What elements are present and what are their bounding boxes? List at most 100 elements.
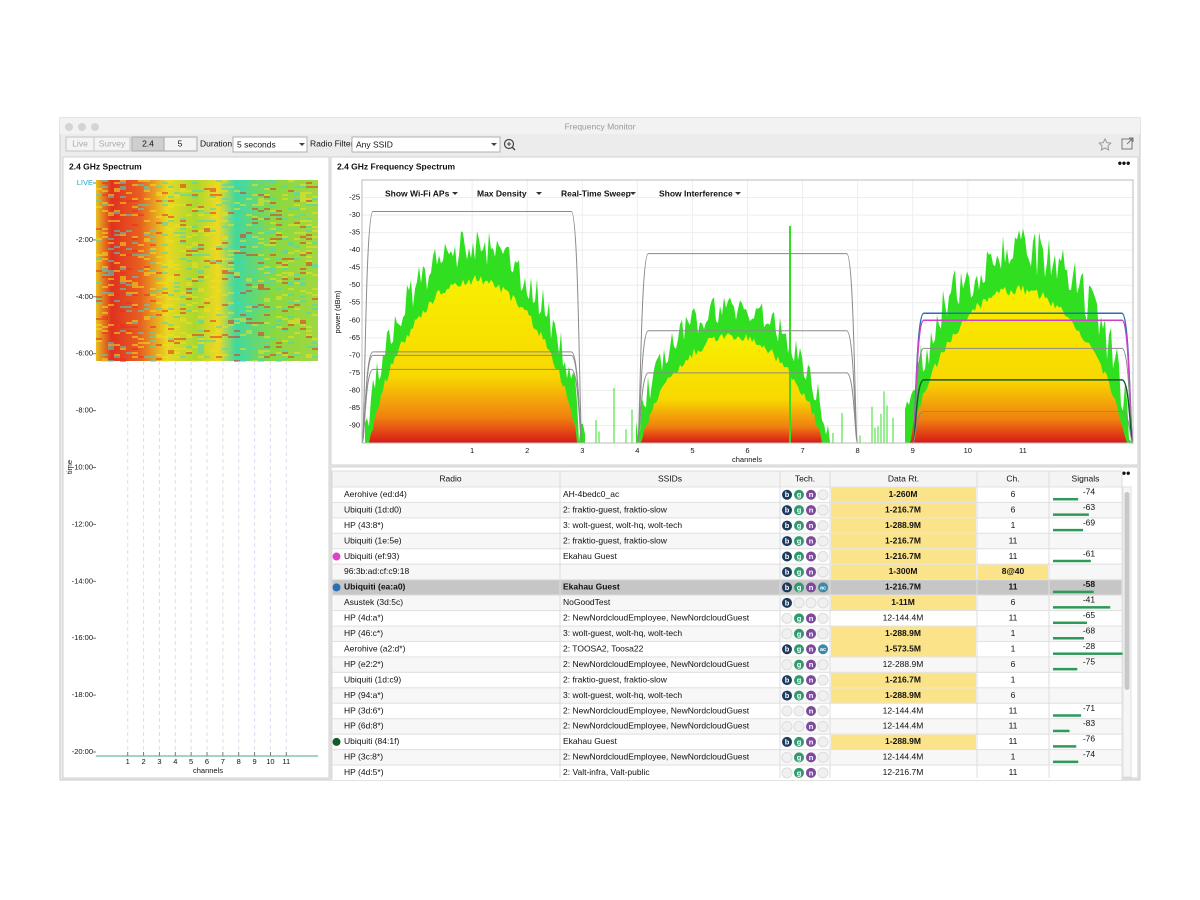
view-control[interactable]: Max Density (477, 188, 527, 198)
heatmap-cell (138, 346, 144, 348)
heatmap-cell (210, 220, 216, 222)
heatmap-cell (192, 360, 198, 362)
radio-name: HP (6d:8*) (344, 721, 384, 731)
heatmap-cell (252, 254, 258, 256)
table-row[interactable] (331, 486, 1123, 503)
heatmap-cell (186, 246, 192, 248)
heatmap-cell (186, 204, 192, 206)
table-row[interactable] (331, 579, 1123, 596)
filter-label: Radio Filter (310, 138, 354, 148)
table-row[interactable] (331, 733, 1123, 751)
survey-button[interactable] (93, 136, 131, 152)
heatmap-cell (276, 280, 282, 282)
ap-outline (911, 379, 1134, 444)
duration-select[interactable] (232, 136, 308, 153)
view-control[interactable]: Show Wi-Fi APs (385, 188, 450, 198)
table-row[interactable] (331, 671, 1123, 689)
spectrum-chart: -25 -30 -35 -40 -45 -50 -55 -60 -65 -70 -75 -80 -85 -… (333, 179, 1134, 464)
density-area (636, 333, 830, 443)
heatmap-cell (216, 290, 222, 292)
heatmap-cell (126, 322, 132, 324)
column-header[interactable]: Ch. (1006, 473, 1019, 483)
column-header[interactable]: Signals (1072, 473, 1100, 483)
heatmap-cell (264, 258, 270, 260)
tech-badge (782, 536, 792, 547)
heatmap-cell (198, 208, 204, 210)
column-header[interactable]: Data Rt. (888, 473, 919, 483)
heatmap-cell (258, 288, 264, 290)
table-row[interactable] (331, 641, 1123, 658)
tech-badge (806, 582, 816, 593)
table-row[interactable] (331, 625, 1123, 642)
table-row[interactable] (331, 594, 1123, 612)
ssid-list: 3: wolt-guest, wolt-hq, wolt-tech (563, 628, 682, 638)
column-header[interactable]: Tech. (795, 473, 815, 483)
tech-badge (782, 597, 792, 608)
zoom-button[interactable] (91, 123, 99, 131)
band-5-button[interactable] (163, 136, 198, 152)
dropdown-arrow (491, 143, 497, 146)
heatmap-cell (120, 324, 126, 326)
minimize-button[interactable] (78, 123, 86, 131)
heatmap-cell (300, 192, 306, 194)
heatmap-cell (216, 274, 222, 276)
column-header[interactable]: SSIDs (658, 473, 682, 483)
heatmap-cell (300, 284, 306, 286)
heatmap-cell (222, 248, 228, 250)
x-tick-label: 4 (635, 446, 639, 455)
heatmap-cell (162, 200, 168, 202)
view-control[interactable]: Real-Time Sweep (561, 188, 631, 198)
tech-badge (794, 489, 804, 500)
tech-badge (782, 675, 792, 686)
heatmap-cell (108, 294, 114, 296)
table-row[interactable] (331, 548, 1123, 565)
heatmap-cell (276, 238, 282, 240)
heatmap-cell (300, 324, 306, 326)
scrollbar-thumb[interactable] (1124, 492, 1130, 690)
table-row[interactable] (331, 501, 1123, 519)
heatmap-cell (108, 348, 114, 350)
more-menu[interactable]: ••• (1118, 156, 1131, 170)
heatmap-cell (306, 264, 312, 266)
view-control[interactable]: Show Interference (659, 188, 733, 198)
close-button[interactable] (65, 123, 73, 131)
x-tick-label: 8 (856, 446, 860, 455)
zoom-icon[interactable] (503, 138, 516, 151)
signal-value: -69 (1083, 517, 1096, 527)
table-row[interactable] (331, 532, 1123, 550)
heatmap-cell (168, 262, 174, 264)
export-icon[interactable] (1121, 137, 1134, 150)
heatmap-cell (216, 280, 222, 282)
tech-badge (806, 721, 816, 732)
heatmap-cell (198, 276, 204, 278)
tech-label: g (797, 629, 802, 638)
heatmap-cell (210, 226, 216, 228)
table-row[interactable] (331, 764, 1123, 782)
heatmap-cell (198, 214, 204, 216)
heatmap-cell (300, 296, 306, 298)
heatmap-cell (264, 340, 270, 342)
heatmap-cell (312, 304, 318, 306)
heatmap-cell (180, 356, 186, 358)
heatmap-cell (174, 274, 180, 276)
ap-outline (636, 372, 859, 444)
heatmap-cell (132, 326, 138, 328)
table-row[interactable] (331, 517, 1123, 534)
column-header[interactable]: Radio (439, 473, 461, 483)
heatmap-cell (150, 294, 156, 296)
heatmap-cell (294, 224, 300, 226)
heatmap-cell (150, 236, 156, 238)
heatmap-cell (108, 240, 114, 242)
heatmap-cell (96, 298, 102, 300)
tech-label: n (809, 691, 814, 700)
heatmap-cell (252, 216, 258, 218)
favorite-icon[interactable] (1098, 137, 1112, 151)
x-tick-label: 9 (252, 757, 256, 766)
table-row[interactable] (331, 687, 1123, 704)
filter-select[interactable] (351, 136, 501, 153)
heatmap-cell (306, 224, 312, 226)
heatmap-cell (114, 344, 120, 346)
heatmap-cell (282, 358, 288, 360)
tech-badge (794, 644, 804, 655)
heatmap-cell (258, 198, 264, 200)
